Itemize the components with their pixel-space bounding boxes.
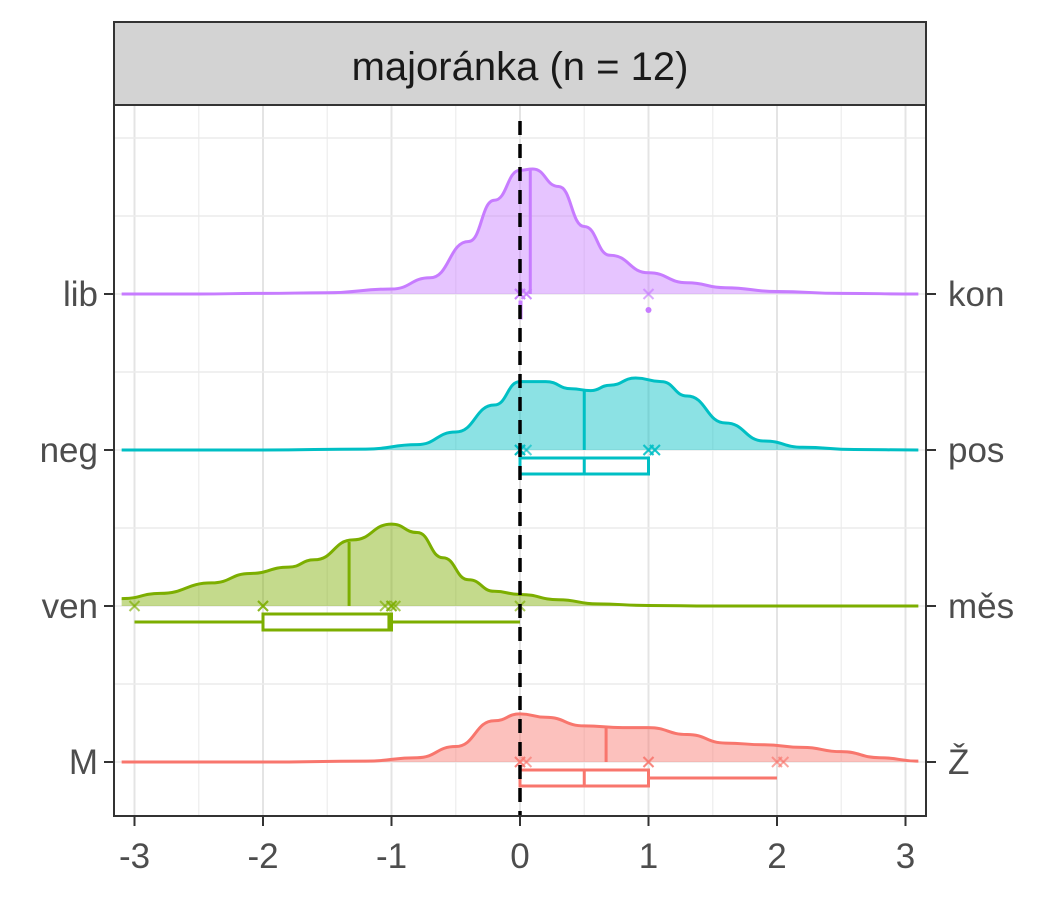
data-point bbox=[649, 444, 661, 456]
data-point bbox=[520, 444, 533, 456]
ridge-M bbox=[121, 712, 919, 788]
x-tick-label: 0 bbox=[510, 837, 529, 876]
density-area bbox=[121, 713, 919, 762]
density-area bbox=[121, 378, 919, 450]
density-area bbox=[121, 169, 919, 294]
box-iqr bbox=[261, 612, 393, 632]
ridge-lib bbox=[121, 167, 919, 320]
data-point bbox=[520, 288, 533, 300]
outlier-point bbox=[645, 307, 652, 313]
data-point bbox=[385, 600, 398, 612]
boxplot bbox=[518, 456, 650, 476]
data-point bbox=[777, 756, 790, 768]
y-label-left: ven bbox=[42, 587, 98, 626]
density-curve bbox=[121, 522, 919, 608]
x-tick-label: 2 bbox=[767, 837, 786, 876]
density-curve bbox=[121, 712, 919, 764]
title-strip bbox=[113, 21, 927, 106]
y-label-right: pos bbox=[948, 431, 1004, 470]
data-point bbox=[642, 756, 655, 768]
y-label-left: M bbox=[69, 743, 98, 782]
data-point bbox=[642, 288, 655, 300]
y-label-left: neg bbox=[40, 431, 98, 470]
ridges bbox=[121, 167, 919, 788]
boxplot bbox=[134, 612, 520, 632]
x-tick-label: 1 bbox=[639, 837, 658, 876]
data-point bbox=[128, 600, 141, 612]
x-tick-label: -1 bbox=[376, 837, 407, 876]
density-area bbox=[121, 524, 919, 606]
density-curve bbox=[121, 167, 919, 296]
boxplot bbox=[518, 768, 777, 788]
data-point bbox=[257, 600, 269, 612]
y-label-right: Ž bbox=[948, 743, 969, 782]
ridge-neg bbox=[121, 376, 919, 476]
data-point bbox=[520, 756, 533, 768]
y-label-right: měs bbox=[948, 587, 1014, 626]
y-label-left: lib bbox=[63, 275, 98, 314]
x-tick-label: -3 bbox=[119, 837, 150, 876]
axes: -3 -2 -1 0 1 2 3 lib kon neg pos ven měs M Ž bbox=[40, 275, 1015, 876]
x-tick-label: -2 bbox=[247, 837, 278, 876]
data-point bbox=[389, 600, 402, 612]
chart-title: majoránka (n = 12) bbox=[352, 45, 689, 89]
x-tick-label: 3 bbox=[896, 837, 915, 876]
y-label-right: kon bbox=[948, 275, 1004, 314]
ridge-ven bbox=[121, 522, 919, 632]
